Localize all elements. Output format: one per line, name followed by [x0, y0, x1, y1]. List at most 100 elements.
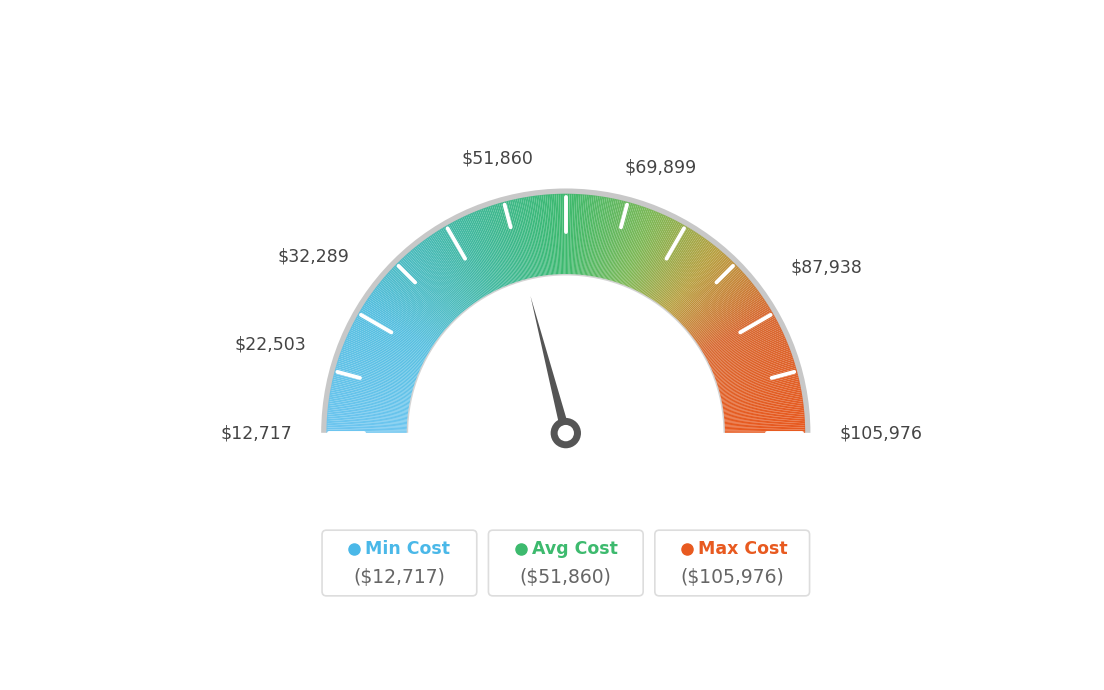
Wedge shape	[436, 231, 481, 301]
Wedge shape	[388, 272, 449, 328]
Wedge shape	[365, 300, 435, 346]
Wedge shape	[383, 277, 446, 332]
Wedge shape	[524, 197, 540, 278]
Wedge shape	[661, 243, 712, 308]
Wedge shape	[538, 195, 549, 277]
Wedge shape	[655, 235, 702, 304]
Wedge shape	[710, 335, 785, 369]
Wedge shape	[657, 237, 705, 305]
Wedge shape	[429, 235, 477, 304]
Wedge shape	[479, 209, 510, 286]
Wedge shape	[580, 195, 588, 276]
Wedge shape	[584, 195, 596, 277]
Wedge shape	[338, 359, 416, 386]
Wedge shape	[340, 351, 418, 380]
Wedge shape	[658, 239, 708, 306]
Wedge shape	[714, 354, 793, 382]
Wedge shape	[329, 394, 411, 408]
Wedge shape	[643, 224, 684, 296]
Wedge shape	[644, 225, 686, 297]
Wedge shape	[437, 230, 482, 300]
Wedge shape	[630, 215, 666, 290]
Wedge shape	[612, 204, 638, 283]
Circle shape	[558, 425, 574, 442]
Wedge shape	[447, 224, 489, 296]
Wedge shape	[585, 196, 597, 277]
Wedge shape	[654, 234, 700, 303]
Wedge shape	[616, 206, 644, 284]
Wedge shape	[375, 286, 442, 337]
Wedge shape	[562, 194, 564, 275]
Wedge shape	[347, 335, 422, 369]
Wedge shape	[718, 370, 797, 393]
Wedge shape	[349, 330, 424, 366]
Wedge shape	[415, 246, 467, 311]
Wedge shape	[571, 194, 575, 275]
Wedge shape	[715, 359, 794, 386]
Wedge shape	[543, 195, 552, 276]
Wedge shape	[333, 375, 413, 396]
Wedge shape	[665, 246, 716, 311]
Wedge shape	[354, 319, 427, 359]
Wedge shape	[493, 204, 520, 283]
Wedge shape	[541, 195, 551, 276]
Wedge shape	[659, 241, 710, 307]
Wedge shape	[428, 236, 476, 304]
Wedge shape	[475, 211, 507, 288]
Wedge shape	[333, 373, 413, 395]
Wedge shape	[363, 305, 433, 350]
Wedge shape	[592, 197, 607, 278]
Wedge shape	[321, 188, 810, 433]
Wedge shape	[405, 255, 460, 317]
Circle shape	[551, 418, 581, 448]
Wedge shape	[714, 352, 792, 381]
Wedge shape	[622, 209, 652, 286]
Wedge shape	[450, 222, 491, 295]
Wedge shape	[721, 394, 803, 408]
Wedge shape	[545, 195, 553, 276]
Wedge shape	[469, 213, 503, 289]
Wedge shape	[328, 407, 410, 417]
Wedge shape	[440, 228, 485, 299]
Wedge shape	[349, 331, 423, 367]
Wedge shape	[701, 310, 772, 353]
Wedge shape	[330, 388, 411, 405]
Wedge shape	[690, 285, 755, 337]
Wedge shape	[499, 203, 523, 282]
Wedge shape	[374, 288, 440, 339]
Wedge shape	[722, 405, 804, 416]
Wedge shape	[329, 395, 410, 410]
Wedge shape	[638, 221, 678, 294]
Wedge shape	[684, 275, 746, 330]
Wedge shape	[393, 266, 453, 324]
Wedge shape	[709, 333, 784, 368]
Wedge shape	[577, 195, 585, 276]
Wedge shape	[341, 348, 418, 379]
Wedge shape	[453, 221, 492, 295]
Wedge shape	[715, 355, 793, 383]
Wedge shape	[496, 204, 521, 282]
Wedge shape	[681, 269, 742, 326]
Wedge shape	[636, 219, 675, 293]
Wedge shape	[719, 377, 799, 397]
Wedge shape	[723, 411, 805, 420]
FancyBboxPatch shape	[322, 530, 477, 596]
Wedge shape	[446, 225, 488, 297]
Wedge shape	[332, 379, 412, 399]
Wedge shape	[708, 330, 783, 366]
Wedge shape	[708, 328, 782, 365]
Wedge shape	[457, 219, 496, 293]
Wedge shape	[678, 265, 737, 324]
Wedge shape	[344, 342, 421, 374]
Wedge shape	[355, 316, 428, 357]
Wedge shape	[672, 256, 729, 317]
Wedge shape	[406, 253, 461, 316]
Wedge shape	[670, 253, 725, 316]
Wedge shape	[433, 233, 479, 302]
Wedge shape	[718, 368, 797, 391]
Wedge shape	[623, 210, 654, 286]
Wedge shape	[625, 211, 657, 288]
Wedge shape	[411, 250, 465, 313]
Wedge shape	[344, 339, 421, 373]
Wedge shape	[527, 197, 541, 277]
